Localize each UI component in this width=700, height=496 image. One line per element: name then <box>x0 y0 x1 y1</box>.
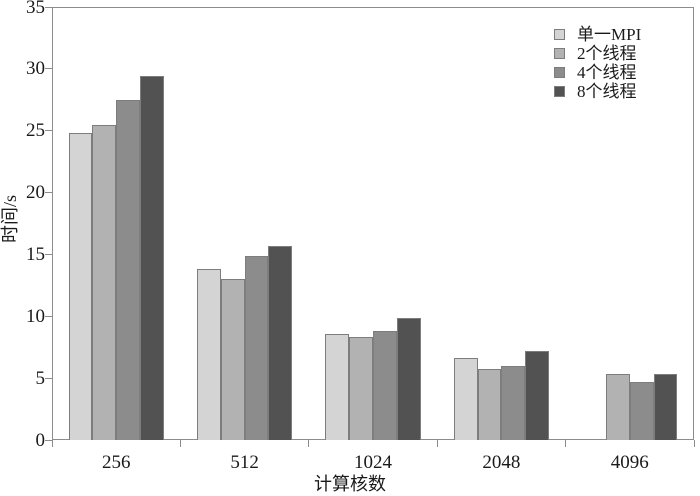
x-tick-mark <box>308 440 310 447</box>
category-label: 512 <box>230 452 259 473</box>
x-axis-title: 计算核数 <box>314 474 386 494</box>
y-tick-label: 15 <box>26 243 45 265</box>
category-label: 256 <box>101 452 131 473</box>
x-tick-mark <box>179 440 181 447</box>
bar <box>92 124 117 440</box>
legend-item: 8个线程 <box>554 82 641 101</box>
x-tick-mark <box>565 440 567 447</box>
y-tick-label: 5 <box>35 367 46 389</box>
y-tick-label: 30 <box>26 58 45 80</box>
bar <box>244 255 269 440</box>
bar <box>501 365 526 440</box>
y-tick-label: 20 <box>26 182 45 204</box>
bar <box>140 76 164 440</box>
bar <box>629 381 654 440</box>
y-tick-label: 25 <box>26 120 45 142</box>
y-tick-mark <box>45 6 52 8</box>
bar <box>453 358 478 440</box>
bar <box>268 245 293 440</box>
y-tick-mark <box>45 315 52 317</box>
y-tick-mark <box>45 68 52 70</box>
y-tick-label: 35 <box>26 0 45 18</box>
legend-swatch <box>554 48 565 59</box>
legend-label: 8个线程 <box>577 82 637 101</box>
bar <box>349 337 373 440</box>
category-label: 2048 <box>482 452 521 473</box>
bar <box>68 133 93 440</box>
bar <box>653 374 678 440</box>
category-label: 4096 <box>610 452 649 473</box>
legend: 单一MPI 2个线程 4个线程 8个线程 <box>554 25 641 101</box>
x-tick-mark <box>51 440 53 447</box>
bar <box>373 331 397 440</box>
bar <box>197 269 221 440</box>
legend-label: 单一MPI <box>577 25 642 44</box>
x-tick-mark <box>693 440 695 447</box>
bar <box>220 279 245 440</box>
legend-swatch <box>554 86 565 97</box>
x-tick-mark <box>436 440 438 447</box>
bar <box>525 350 549 440</box>
y-tick-mark <box>45 130 52 132</box>
y-tick-mark <box>45 377 52 379</box>
legend-swatch <box>554 67 565 78</box>
bar <box>396 317 421 440</box>
bar <box>606 374 630 440</box>
y-tick-label: 0 <box>35 429 46 451</box>
bar <box>325 333 350 440</box>
legend-swatch <box>554 29 565 40</box>
y-axis-title: 时间/s <box>0 195 20 244</box>
legend-label: 2个线程 <box>577 44 637 63</box>
bar <box>116 99 140 440</box>
y-tick-mark <box>45 192 52 194</box>
y-tick-label: 10 <box>26 305 45 327</box>
legend-item: 2个线程 <box>554 44 641 63</box>
legend-item: 4个线程 <box>554 63 641 82</box>
legend-item: 单一MPI <box>554 25 641 44</box>
category-label: 1024 <box>354 452 392 473</box>
bar <box>477 369 502 440</box>
y-tick-mark <box>45 253 52 255</box>
legend-label: 4个线程 <box>577 63 637 82</box>
y-tick-mark <box>45 439 52 441</box>
